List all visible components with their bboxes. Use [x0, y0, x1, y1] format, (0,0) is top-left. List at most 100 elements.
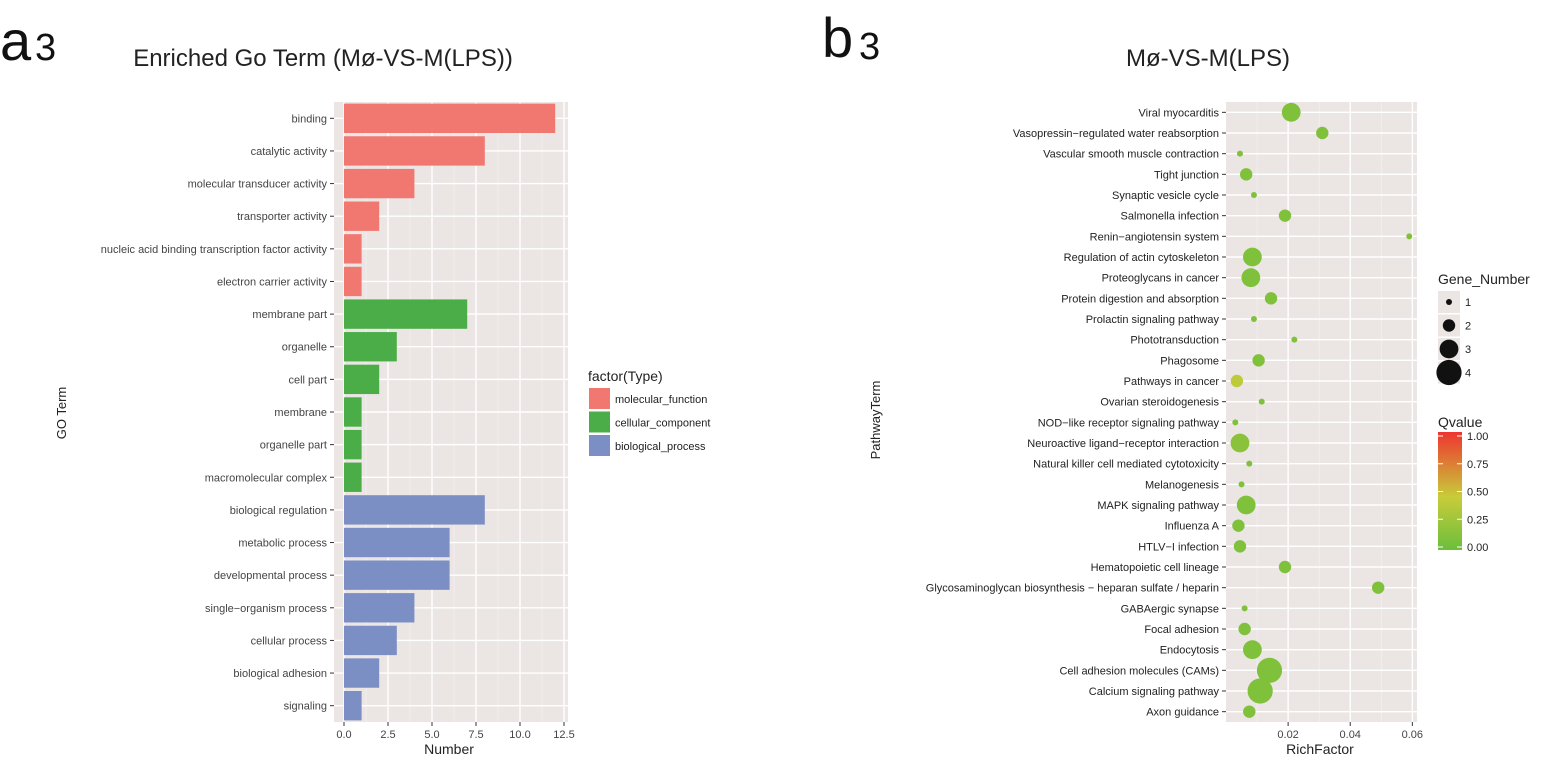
dot-point [1371, 581, 1385, 594]
dot-x-tick-label: 0.02 [1277, 729, 1298, 741]
bar-category-label: signaling [284, 701, 327, 713]
bar [344, 332, 397, 362]
dot-category-label: Salmonella infection [1121, 211, 1219, 223]
bar [344, 234, 362, 264]
dot-point [1250, 316, 1257, 322]
panel-b-title: Mø-VS-M(LPS) [1126, 45, 1290, 72]
bar [344, 168, 415, 199]
bar-gridlines [334, 102, 568, 722]
panel-a-title: Enriched Go Term (Mø-VS-M(LPS)) [133, 45, 513, 72]
dot-point [1278, 209, 1292, 222]
bar-category-label: nucleic acid binding transcription facto… [101, 244, 328, 256]
dot-category-label: Calcium signaling pathway [1089, 686, 1220, 698]
bar-legend-label: biological_process [615, 441, 706, 453]
dot-point [1232, 419, 1239, 426]
bar-x-tick-label: 5.0 [424, 729, 439, 741]
bar [344, 397, 362, 427]
dot-category-label: Focal adhesion [1144, 624, 1219, 636]
size-legend-dot [1439, 339, 1459, 359]
bar [344, 103, 556, 133]
dot-category-label: Protein digestion and absorption [1061, 293, 1219, 305]
bar-category-label: developmental process [214, 570, 328, 582]
colorbar-tick-label: 0.50 [1467, 487, 1488, 499]
panel-a: a 3 Enriched Go Term (Mø-VS-M(LPS)) bind… [0, 9, 710, 757]
dot-category-label: Phagosome [1160, 355, 1219, 367]
gene-number-legend-title: Gene_Number [1438, 271, 1530, 287]
dot-category-label: Glycosaminoglycan biosynthesis − heparan… [926, 583, 1219, 595]
dot-category-label: Synaptic vesicle cycle [1112, 190, 1219, 202]
bar-y-axis-title: GO Term [54, 387, 69, 440]
dot-category-label: Renin−angiotensin system [1090, 231, 1219, 243]
dot-category-labels: Viral myocarditis Vasopressin−regulated w… [926, 107, 1226, 719]
bar-category-label: biological regulation [230, 505, 327, 517]
bar [344, 364, 380, 395]
dot-category-label: MAPK signaling pathway [1097, 500, 1219, 512]
panel-a-sublabel: 3 [35, 27, 56, 69]
bar-x-tick-label: 12.5 [553, 729, 574, 741]
dot-category-label: Melanogenesis [1145, 479, 1219, 491]
size-legend-label: 2 [1465, 321, 1471, 333]
bar [344, 299, 468, 329]
qvalue-colorbar-ticks: 1.00 0.75 0.50 0.25 0.00 [1438, 431, 1488, 554]
dot-category-label: Endocytosis [1160, 645, 1220, 657]
size-legend-label: 1 [1465, 297, 1471, 309]
size-legend-dot [1446, 299, 1452, 305]
dot-category-label: Neuroactive ligand−receptor interaction [1027, 438, 1219, 450]
dot-point [1264, 292, 1278, 305]
dot-category-label: Proteoglycans in cancer [1102, 273, 1220, 285]
dot-series [1230, 102, 1413, 718]
bar-category-label: binding [292, 113, 327, 125]
dot-plot-panel [1226, 102, 1417, 722]
dot-point [1242, 247, 1262, 267]
bar-category-label: transporter activity [237, 211, 327, 223]
size-legend-dot [1436, 359, 1462, 386]
dot-point [1238, 622, 1251, 636]
dot-category-label: Viral myocarditis [1139, 107, 1220, 119]
bar [344, 527, 450, 558]
dot-x-tick-label: 0.06 [1402, 729, 1423, 741]
dot-category-label: NOD−like receptor signaling pathway [1038, 417, 1220, 429]
colorbar-tick-label: 0.75 [1467, 459, 1488, 471]
bar-category-label: biological adhesion [233, 668, 327, 680]
bar-category-label: organelle part [260, 440, 327, 452]
colorbar-tick-label: 0.00 [1467, 542, 1488, 554]
dot-point [1236, 150, 1243, 157]
size-legend-label: 3 [1465, 344, 1471, 356]
dot-category-label: Prolactin signaling pathway [1086, 314, 1220, 326]
dot-point [1243, 705, 1256, 718]
dot-point [1246, 460, 1253, 467]
dot-point [1230, 374, 1244, 388]
dot-category-label: Tight junction [1154, 169, 1219, 181]
bar-category-label: electron carrier activity [217, 276, 328, 288]
dot-point [1241, 268, 1261, 288]
dot-point [1242, 640, 1262, 660]
dot-category-label: Regulation of actin cytoskeleton [1064, 252, 1219, 264]
dot-point [1239, 168, 1253, 181]
bar [344, 266, 362, 297]
panel-a-label: a [0, 9, 32, 72]
bar-x-tick-label: 2.5 [380, 729, 395, 741]
bar [344, 201, 380, 231]
bar-category-label: cellular process [251, 635, 328, 647]
bar-category-label: molecular transducer activity [188, 179, 328, 191]
bar-category-label: metabolic process [238, 538, 327, 550]
dot-category-label: HTLV−I infection [1138, 541, 1219, 553]
bar-x-tick-label: 10.0 [509, 729, 530, 741]
panel-b: b 3 Mø-VS-M(LPS) Viral myocarditis Vasopr… [822, 6, 1530, 757]
dot-x-ticks: 0.02 0.04 0.06 [1277, 722, 1423, 741]
bar-legend-title: factor(Type) [588, 368, 663, 384]
dot-category-label: Ovarian steroidogenesis [1100, 397, 1219, 409]
bar [344, 658, 380, 688]
dot-point [1291, 336, 1298, 343]
dot-point [1232, 519, 1245, 532]
bar [344, 593, 415, 623]
bar-legend-label: cellular_component [615, 418, 710, 430]
bar [344, 560, 450, 590]
dot-category-label: Vascular smooth muscle contraction [1043, 149, 1219, 161]
bar-category-label: single−organism process [205, 603, 327, 615]
bar-x-axis-title: Number [424, 741, 474, 757]
dot-y-axis-title: PathwayTerm [868, 381, 883, 460]
dot-point [1238, 481, 1245, 488]
colorbar-tick-label: 0.25 [1467, 514, 1488, 526]
